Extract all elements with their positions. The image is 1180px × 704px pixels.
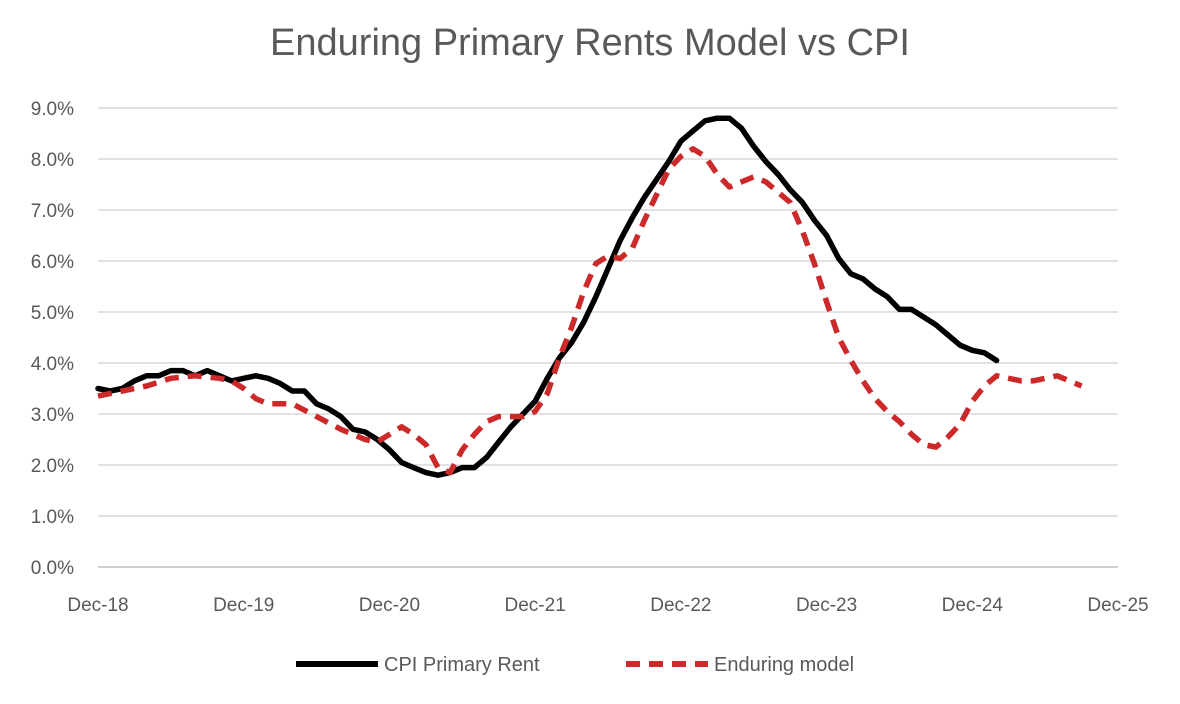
x-tick-label: Dec-22 <box>650 595 711 616</box>
y-tick-label: 0.0% <box>31 558 74 579</box>
y-tick-label: 2.0% <box>31 456 74 477</box>
x-tick-label: Dec-21 <box>505 595 566 616</box>
y-tick-label: 6.0% <box>31 252 74 273</box>
x-tick-label: Dec-24 <box>942 595 1004 616</box>
y-tick-label: 3.0% <box>31 405 74 426</box>
y-tick-label: 7.0% <box>31 201 74 222</box>
chart-title: Enduring Primary Rents Model vs CPI <box>270 22 910 64</box>
x-tick-label: Dec-25 <box>1087 595 1148 616</box>
x-tick-label: Dec-20 <box>359 595 420 616</box>
y-tick-label: 1.0% <box>31 507 74 528</box>
y-tick-label: 4.0% <box>31 354 74 375</box>
series-line-cpi-primary-rent <box>95 115 1000 478</box>
x-tick-label: Dec-19 <box>213 595 274 616</box>
x-tick-label: Dec-18 <box>67 595 128 616</box>
series-line-enduring-model <box>97 146 1083 476</box>
legend-label: Enduring model <box>714 654 854 676</box>
y-tick-label: 8.0% <box>31 150 74 171</box>
legend-label: CPI Primary Rent <box>384 654 540 676</box>
y-tick-label: 5.0% <box>31 303 74 324</box>
x-tick-label: Dec-23 <box>796 595 857 616</box>
y-tick-label: 9.0% <box>31 99 74 120</box>
